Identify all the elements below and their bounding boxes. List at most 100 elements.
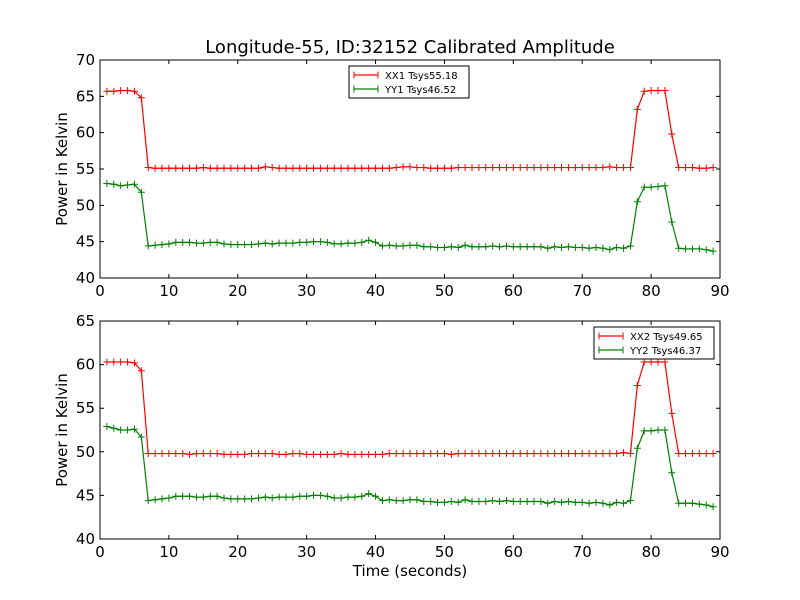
- data-point: [523, 498, 531, 506]
- data-point: [385, 241, 393, 249]
- chart-title: Longitude-55, ID:32152 Calibrated Amplit…: [205, 37, 615, 58]
- data-point: [647, 87, 655, 95]
- data-point: [440, 498, 448, 506]
- x-tick-label: 30: [297, 282, 316, 300]
- data-point: [682, 245, 690, 253]
- data-point: [551, 450, 559, 458]
- data-point: [675, 244, 683, 252]
- y-tick-label: 70: [76, 51, 95, 69]
- data-point: [227, 164, 235, 172]
- y-tick-label: 50: [76, 196, 95, 214]
- data-point: [351, 450, 359, 458]
- data-point: [413, 164, 421, 172]
- data-point: [351, 493, 359, 501]
- data-point: [399, 163, 407, 171]
- data-point: [502, 497, 510, 505]
- data-point: [392, 497, 400, 505]
- data-point: [489, 497, 497, 505]
- data-point: [137, 433, 145, 441]
- data-point: [695, 450, 703, 458]
- data-point: [496, 243, 504, 251]
- data-point: [434, 450, 442, 458]
- data-point: [310, 491, 318, 499]
- data-point: [709, 247, 717, 255]
- data-point: [585, 164, 593, 172]
- data-point: [592, 450, 600, 458]
- data-point: [179, 238, 187, 246]
- data-point: [420, 498, 428, 506]
- data-point: [296, 450, 304, 458]
- data-point: [316, 491, 324, 499]
- data-point: [654, 358, 662, 366]
- data-point: [241, 450, 249, 458]
- data-point: [578, 450, 586, 458]
- data-point: [702, 450, 710, 458]
- data-point: [316, 164, 324, 172]
- data-point: [489, 164, 497, 172]
- data-point: [599, 450, 607, 458]
- data-point: [103, 423, 111, 431]
- data-point: [551, 164, 559, 172]
- x-tick-label: 80: [642, 282, 661, 300]
- data-point: [337, 164, 345, 172]
- data-point: [606, 163, 614, 171]
- data-point: [530, 164, 538, 172]
- data-point: [640, 183, 648, 191]
- data-point: [220, 240, 228, 248]
- x-tick-label: 80: [642, 543, 661, 561]
- data-point: [468, 498, 476, 506]
- data-point: [420, 243, 428, 251]
- data-point: [447, 164, 455, 172]
- series-line-2-1: [106, 361, 714, 456]
- data-point: [633, 198, 641, 206]
- data-point: [489, 242, 497, 250]
- data-point: [158, 450, 166, 458]
- data-point: [551, 243, 559, 251]
- data-point: [110, 180, 118, 188]
- data-point: [558, 498, 566, 506]
- data-point: [585, 244, 593, 252]
- data-point: [702, 246, 710, 254]
- data-point: [427, 498, 435, 506]
- x-tick-label: 90: [710, 282, 729, 300]
- data-point: [192, 164, 200, 172]
- data-point: [151, 164, 159, 172]
- data-point: [434, 164, 442, 172]
- data-point: [151, 241, 159, 249]
- x-tick-label: 0: [95, 543, 105, 561]
- data-point: [103, 180, 111, 188]
- data-point: [475, 164, 483, 172]
- data-point: [124, 426, 132, 434]
- data-point: [172, 164, 180, 172]
- data-point: [613, 164, 621, 172]
- data-point: [144, 450, 152, 458]
- data-point: [640, 427, 648, 435]
- data-point: [241, 495, 249, 503]
- data-point: [124, 181, 132, 189]
- data-point: [564, 450, 572, 458]
- data-point: [709, 503, 717, 511]
- data-point: [130, 425, 138, 433]
- data-point: [344, 493, 352, 501]
- data-point: [275, 239, 283, 247]
- data-point: [647, 427, 655, 435]
- data-point: [351, 164, 359, 172]
- data-point: [427, 164, 435, 172]
- data-point: [303, 238, 311, 246]
- data-point: [537, 243, 545, 251]
- x-tick-label: 40: [366, 282, 385, 300]
- data-point: [365, 236, 373, 244]
- data-point: [440, 450, 448, 458]
- data-point: [378, 497, 386, 505]
- data-point: [365, 490, 373, 498]
- data-point: [282, 164, 290, 172]
- data-point: [613, 498, 621, 506]
- data-point: [530, 498, 538, 506]
- data-point: [454, 164, 462, 172]
- data-point: [385, 450, 393, 458]
- legend: XX2 Tsys49.65 YY2 Tsys46.37: [593, 326, 715, 360]
- data-point: [502, 242, 510, 250]
- data-point: [578, 164, 586, 172]
- data-point: [592, 498, 600, 506]
